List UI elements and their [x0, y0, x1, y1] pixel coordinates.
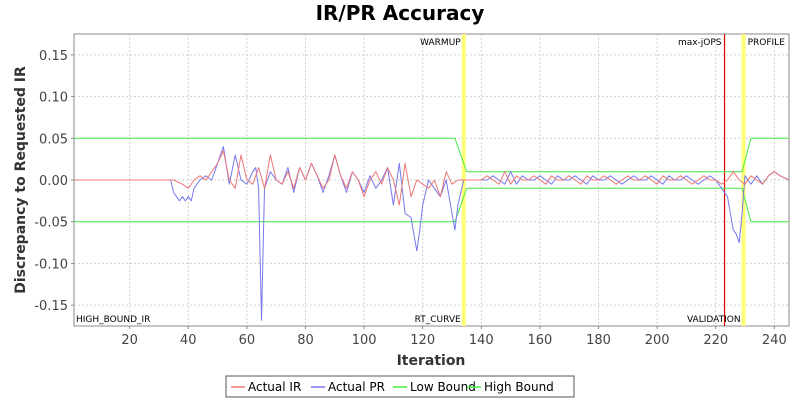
phase-marker-label: WARMUP [420, 38, 461, 48]
x-tick-label: 180 [586, 333, 611, 348]
chart-title: IR/PR Accuracy [316, 1, 485, 25]
actual-pr-line [74, 146, 790, 321]
phase-marker-label: HIGH_BOUND_IR [76, 315, 150, 325]
y-tick-label: -0.10 [34, 257, 68, 272]
y-tick-label: -0.15 [34, 299, 68, 314]
y-tick-label: 0.05 [39, 132, 68, 147]
phase-marker-labels: WARMUP max-jOPS PROFILE HIGH_BOUND_IR RT_CUR… [76, 38, 785, 325]
x-axis-label: Iteration [397, 353, 466, 369]
phase-marker-label: max-jOPS [678, 38, 722, 48]
x-tick-label: 20 [121, 333, 138, 348]
y-tick-label: 0.15 [39, 49, 68, 64]
x-tick-label: 140 [469, 333, 494, 348]
x-tick-label: 200 [645, 333, 670, 348]
x-tick-label: 220 [703, 333, 728, 348]
phase-band [741, 34, 746, 326]
phase-marker-label: VALIDATION [687, 315, 741, 325]
legend-label-actual-pr: Actual PR [328, 380, 385, 394]
y-axis-label: Discrepancy to Requested IR [13, 66, 29, 294]
x-tick-label: 40 [180, 333, 197, 348]
legend: Actual IR Actual PR Low Bound High Bound [225, 375, 575, 398]
y-tick-label: 0.10 [39, 91, 68, 106]
legend-label-actual-ir: Actual IR [248, 380, 301, 394]
legend-label-high-bound: High Bound [484, 380, 554, 394]
x-tick-label: 120 [410, 333, 435, 348]
low-bound-line [74, 187, 789, 223]
y-tick-label: 0.00 [39, 174, 68, 189]
actual-ir-line [74, 150, 790, 206]
high-bound-line [74, 137, 789, 173]
x-tick-label: 80 [297, 333, 314, 348]
y-tick-label: -0.05 [34, 216, 68, 231]
x-tick-label: 60 [239, 333, 256, 348]
legend-label-low-bound: Low Bound [410, 380, 476, 394]
x-tick-label: 160 [528, 333, 553, 348]
axis-ticks: 20 40 60 80 100 120 140 160 180 200 220 240 -0.15 -0.… [34, 49, 786, 348]
x-tick-label: 100 [352, 333, 377, 348]
phase-marker-label: RT_CURVE [415, 315, 461, 325]
series-lines [74, 137, 790, 321]
phase-marker-label: PROFILE [748, 38, 786, 48]
x-tick-label: 240 [762, 333, 787, 348]
